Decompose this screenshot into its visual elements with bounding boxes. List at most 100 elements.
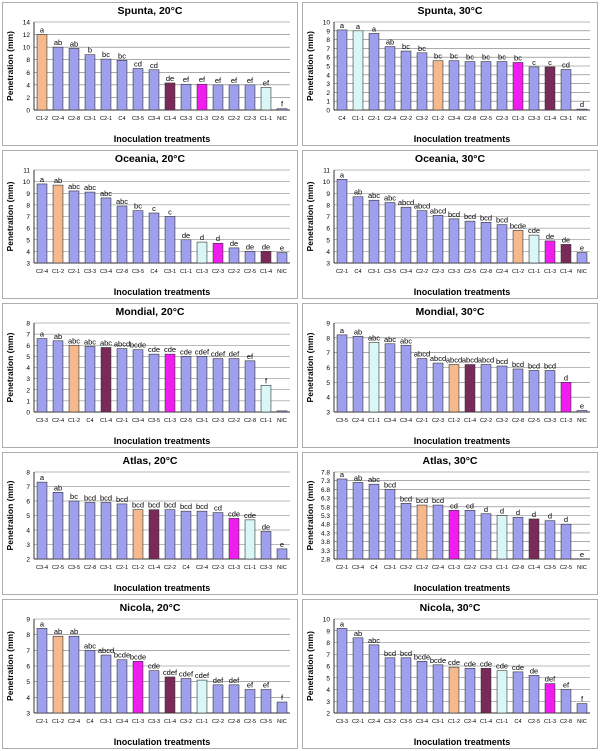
x-axis-label: Inoculation treatments: [414, 583, 511, 593]
x-tick-label: C2-2: [464, 565, 476, 571]
y-tick-label: 3.8: [321, 539, 330, 546]
chart-panel-3: Oceania, 20°C Penetration (mm) Inoculation…: [0, 148, 300, 301]
bar-letter-label: abc: [384, 335, 396, 344]
bar: [276, 108, 288, 111]
bar: [180, 239, 192, 264]
bar: [464, 364, 476, 413]
bar: [164, 509, 176, 560]
y-tick-label: 9: [326, 28, 330, 35]
bar-letter-label: abcd: [114, 340, 130, 349]
bar-letter-label: bcd: [116, 495, 128, 504]
y-axis-label: Penetration (mm): [5, 332, 15, 402]
y-tick-label: 5.3: [321, 513, 330, 520]
x-axis-label: Inoculation treatments: [114, 583, 211, 593]
bar: [116, 659, 128, 714]
bar-letter-label: bcde: [414, 652, 430, 661]
x-tick-label: C2-8: [464, 116, 476, 122]
bar-letter-label: ab: [354, 473, 362, 482]
y-tick-label: 2: [326, 711, 330, 718]
bar: [544, 370, 556, 413]
x-tick-label: C1-4: [560, 269, 572, 275]
x-tick-label: C2-1: [336, 565, 348, 571]
x-tick-label: C1-2: [52, 269, 64, 275]
x-tick-label: C2-1: [336, 269, 348, 275]
bar: [544, 683, 556, 714]
x-tick-label: C2-4: [52, 418, 64, 424]
bar-letter-label: cde: [228, 509, 240, 518]
bar-letter-label: abc: [368, 191, 380, 200]
y-tick-label: 6: [326, 226, 330, 233]
bar-letter-label: a: [340, 470, 345, 479]
bar-letter-label: a: [356, 22, 361, 31]
bar-letter-label: bcd: [84, 493, 96, 502]
x-tick-label: C2-4: [352, 418, 364, 424]
chart-svg: Oceania, 30°C Penetration (mm) Inoculation…: [302, 150, 598, 299]
bar-letter-label: cdef: [179, 670, 194, 679]
bar: [196, 356, 208, 413]
bar: [416, 210, 428, 264]
y-tick-label: 4: [26, 365, 30, 372]
x-axis-label: Inoculation treatments: [114, 287, 211, 297]
chart-panel-6: Mondial, 30°C Penetration (mm) Inoculation…: [300, 301, 600, 450]
bar: [228, 358, 240, 413]
x-tick-label: C2-1: [368, 116, 380, 122]
bar-letter-label: def: [229, 350, 240, 359]
x-tick-label: C2-2: [164, 565, 176, 571]
bar: [560, 689, 572, 714]
y-tick-label: 5: [326, 237, 330, 244]
bar: [528, 66, 540, 111]
bar: [244, 689, 256, 714]
bar: [244, 84, 256, 111]
bar: [512, 671, 524, 714]
bar: [560, 69, 572, 111]
x-tick-label: C1-2: [36, 116, 48, 122]
x-axis-label: Inoculation treatments: [414, 737, 511, 747]
y-tick-label: 1: [26, 398, 30, 405]
bar-letter-label: de: [182, 231, 190, 240]
bar: [528, 234, 540, 264]
bar: [496, 224, 508, 264]
x-tick-label: C2-8: [560, 719, 572, 725]
x-tick-label: C2-1: [68, 269, 80, 275]
x-axis-label: Inoculation treatments: [114, 737, 211, 747]
y-tick-label: 10: [23, 179, 31, 186]
bar: [480, 364, 492, 413]
bar: [52, 46, 64, 111]
bar: [544, 520, 556, 560]
x-tick-label: C3-5: [260, 719, 272, 725]
x-tick-label: C2-5: [212, 116, 224, 122]
y-tick-label: 6: [26, 664, 30, 671]
bar: [164, 676, 176, 714]
x-axis-label: Inoculation treatments: [114, 436, 211, 446]
bar-letter-label: bc: [102, 50, 110, 59]
bar: [448, 218, 460, 264]
bar: [164, 82, 176, 111]
bar: [368, 199, 380, 264]
bar: [336, 29, 348, 111]
y-axis-label: Penetration (mm): [5, 631, 15, 701]
bar-letter-label: a: [340, 619, 345, 628]
bar-letter-label: abc: [100, 338, 112, 347]
x-tick-label: NIC: [577, 719, 587, 725]
x-tick-label: C3-3: [544, 418, 556, 424]
x-tick-label: C3-5: [384, 269, 396, 275]
bar-letter-label: abcd: [398, 198, 414, 207]
bar-letter-label: bcde: [510, 221, 526, 230]
bar-letter-label: abc: [68, 336, 80, 345]
bar: [576, 252, 588, 264]
bar: [384, 657, 396, 714]
x-tick-label: C1-3: [228, 565, 240, 571]
bar: [416, 358, 428, 413]
bar-letter-label: de: [562, 235, 570, 244]
y-axis-label: Penetration (mm): [305, 31, 315, 101]
y-tick-label: 6: [26, 70, 30, 77]
y-tick-label: 5: [326, 64, 330, 71]
y-axis-label: Penetration (mm): [5, 480, 15, 550]
bar-letter-label: ef: [247, 681, 254, 690]
x-tick-label: C2-5: [244, 269, 256, 275]
bar: [480, 668, 492, 714]
bar: [84, 502, 96, 560]
x-tick-label: NIC: [277, 116, 287, 122]
bar-letter-label: abcd: [414, 350, 430, 359]
bar: [52, 184, 64, 264]
